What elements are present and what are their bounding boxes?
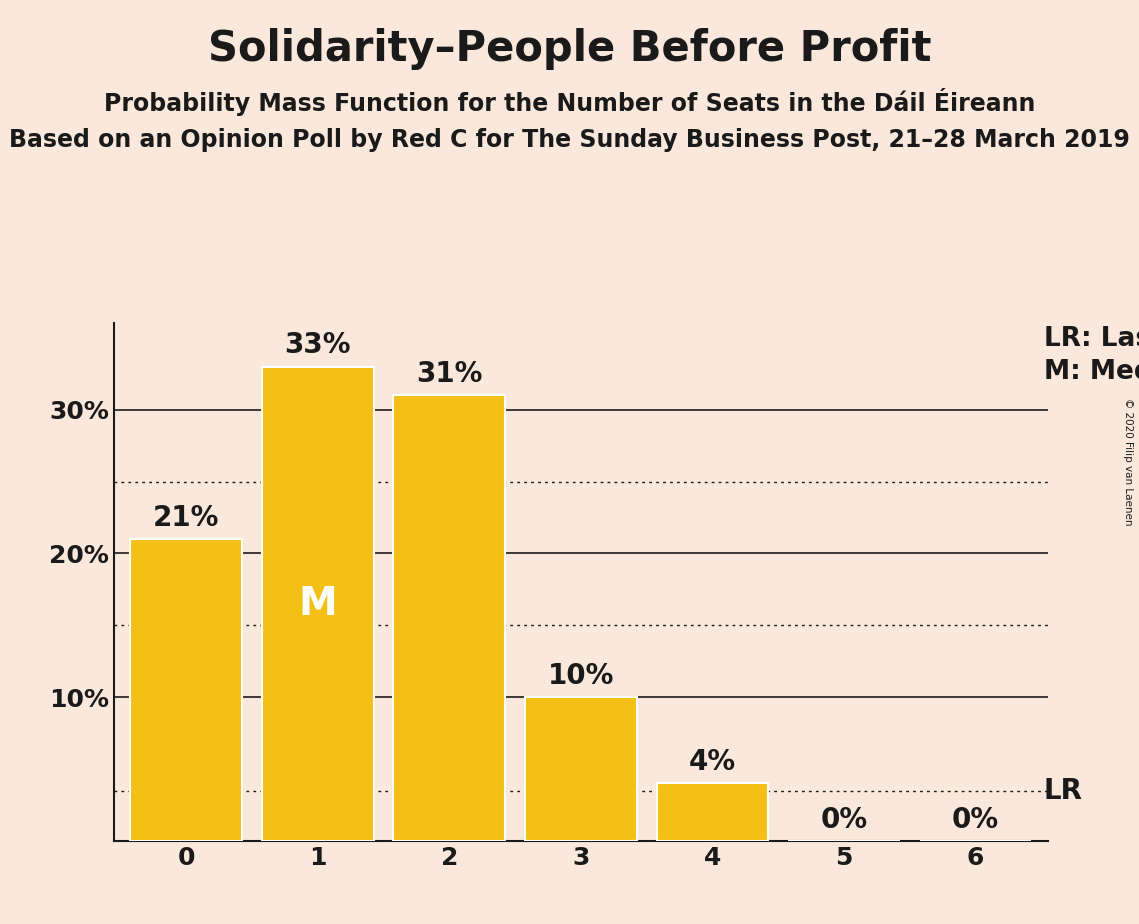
Bar bbox=[393, 395, 506, 841]
Bar bbox=[262, 367, 374, 841]
Bar bbox=[656, 784, 769, 841]
Bar bbox=[130, 539, 243, 841]
Text: 0%: 0% bbox=[820, 806, 868, 833]
Text: Based on an Opinion Poll by Red C for The Sunday Business Post, 21–28 March 2019: Based on an Opinion Poll by Red C for Th… bbox=[9, 128, 1130, 152]
Text: 21%: 21% bbox=[153, 504, 220, 532]
Text: 33%: 33% bbox=[285, 332, 351, 359]
Text: M: M bbox=[298, 585, 337, 623]
Text: 4%: 4% bbox=[689, 748, 736, 776]
Text: 31%: 31% bbox=[416, 360, 483, 388]
Bar bbox=[525, 697, 637, 841]
Text: Solidarity–People Before Profit: Solidarity–People Before Profit bbox=[207, 28, 932, 69]
Text: 0%: 0% bbox=[952, 806, 999, 833]
Text: 10%: 10% bbox=[548, 662, 614, 690]
Text: M: Median: M: Median bbox=[1044, 359, 1139, 385]
Text: © 2020 Filip van Laenen: © 2020 Filip van Laenen bbox=[1123, 398, 1133, 526]
Text: LR: Last Result: LR: Last Result bbox=[1044, 326, 1139, 352]
Text: Probability Mass Function for the Number of Seats in the Dáil Éireann: Probability Mass Function for the Number… bbox=[104, 88, 1035, 116]
Text: LR: LR bbox=[1044, 776, 1083, 805]
